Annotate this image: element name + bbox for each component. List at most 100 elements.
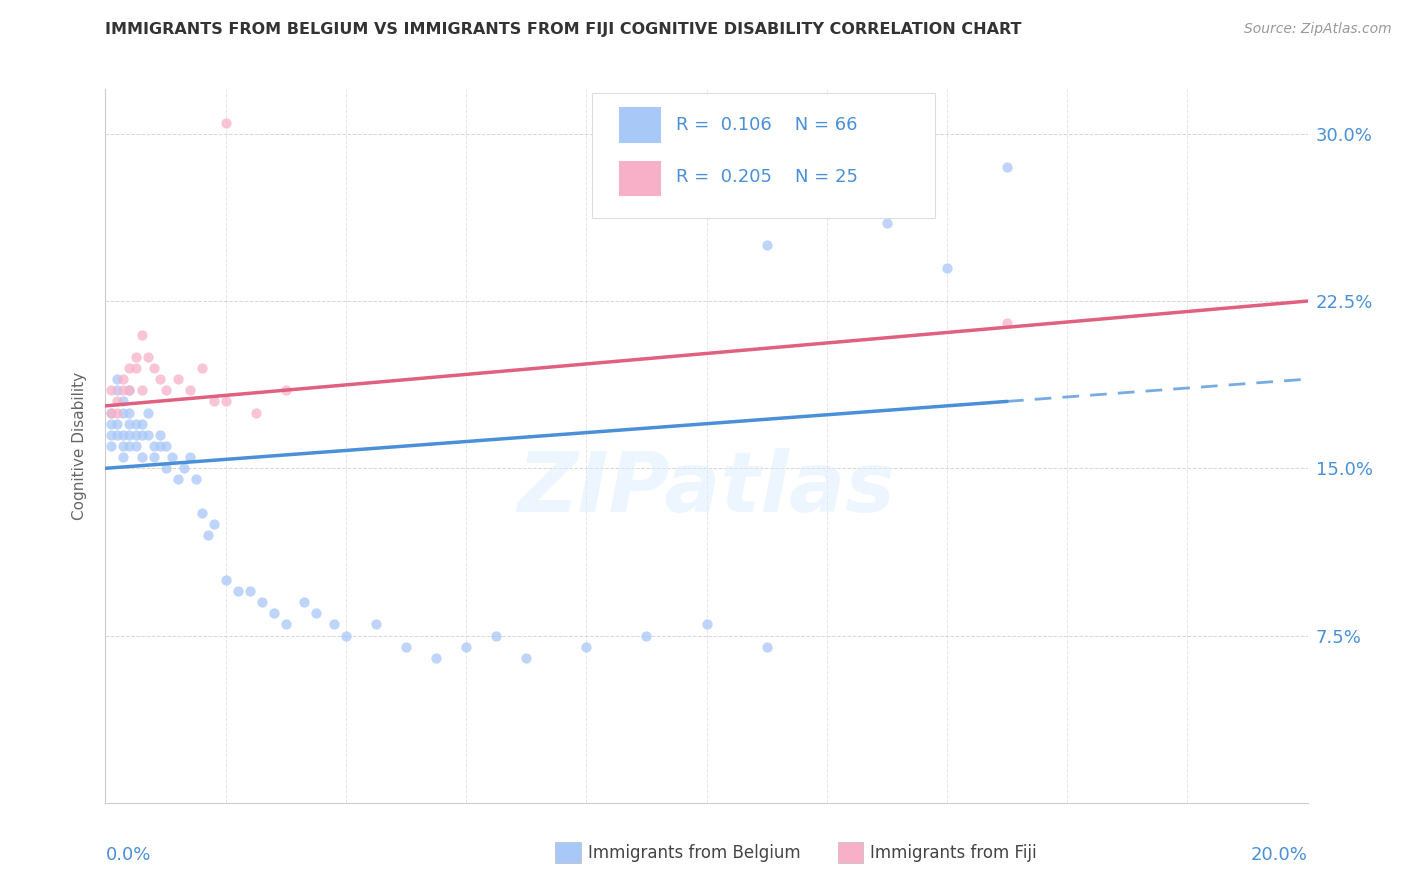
Text: Immigrants from Belgium: Immigrants from Belgium — [588, 844, 800, 862]
Point — [166, 372, 188, 386]
Point — [274, 384, 297, 398]
Point — [118, 417, 141, 431]
Text: IMMIGRANTS FROM BELGIUM VS IMMIGRANTS FROM FIJI COGNITIVE DISABILITY CORRELATION: IMMIGRANTS FROM BELGIUM VS IMMIGRANTS FR… — [105, 22, 1022, 37]
Point — [214, 115, 236, 129]
Point — [454, 640, 477, 654]
Point — [124, 439, 146, 453]
Point — [364, 617, 387, 632]
Point — [239, 583, 262, 598]
Point — [155, 439, 177, 453]
Point — [214, 573, 236, 587]
Point — [107, 394, 129, 409]
Point — [636, 628, 658, 642]
Point — [995, 317, 1018, 331]
Point — [107, 405, 129, 420]
Point — [118, 405, 141, 420]
Text: R =  0.205    N = 25: R = 0.205 N = 25 — [676, 168, 859, 186]
Point — [148, 427, 170, 442]
Point — [136, 405, 159, 420]
Text: Immigrants from Fiji: Immigrants from Fiji — [870, 844, 1038, 862]
Point — [124, 360, 146, 375]
Point — [118, 384, 141, 398]
Text: ZIPatlas: ZIPatlas — [517, 449, 896, 529]
Point — [107, 384, 129, 398]
Point — [124, 350, 146, 364]
Point — [515, 651, 537, 665]
Point — [202, 394, 225, 409]
Point — [136, 350, 159, 364]
Point — [131, 417, 153, 431]
Point — [136, 427, 159, 442]
Point — [250, 595, 273, 609]
Point — [142, 450, 165, 465]
Point — [936, 260, 959, 275]
Point — [124, 427, 146, 442]
Point — [263, 607, 285, 621]
Text: 0.0%: 0.0% — [105, 846, 150, 863]
Point — [118, 360, 141, 375]
Point — [124, 417, 146, 431]
Point — [107, 427, 129, 442]
Point — [142, 439, 165, 453]
Y-axis label: Cognitive Disability: Cognitive Disability — [72, 372, 87, 520]
Point — [100, 405, 122, 420]
Point — [100, 439, 122, 453]
Point — [112, 384, 135, 398]
Point — [197, 528, 219, 542]
Point — [179, 450, 201, 465]
Point — [425, 651, 447, 665]
Point — [485, 628, 508, 642]
Point — [131, 450, 153, 465]
Point — [202, 517, 225, 532]
Point — [179, 384, 201, 398]
Point — [118, 427, 141, 442]
Point — [100, 427, 122, 442]
Point — [395, 640, 418, 654]
Point — [190, 506, 212, 520]
Point — [100, 384, 122, 398]
Point — [112, 394, 135, 409]
Point — [173, 461, 195, 475]
Point — [131, 384, 153, 398]
Point — [112, 372, 135, 386]
Point — [118, 439, 141, 453]
Text: Source: ZipAtlas.com: Source: ZipAtlas.com — [1244, 22, 1392, 37]
Point — [100, 405, 122, 420]
Point — [245, 405, 267, 420]
Point — [107, 417, 129, 431]
Point — [995, 161, 1018, 175]
Point — [112, 439, 135, 453]
Point — [155, 461, 177, 475]
Point — [636, 161, 658, 175]
Point — [322, 617, 344, 632]
Point — [214, 394, 236, 409]
Point — [142, 360, 165, 375]
Point — [226, 583, 249, 598]
Text: 20.0%: 20.0% — [1251, 846, 1308, 863]
FancyBboxPatch shape — [592, 93, 935, 218]
Text: R =  0.106    N = 66: R = 0.106 N = 66 — [676, 116, 858, 134]
Point — [696, 617, 718, 632]
Point — [305, 607, 328, 621]
Point — [184, 473, 207, 487]
Point — [118, 384, 141, 398]
Point — [112, 405, 135, 420]
Bar — [619, 107, 661, 143]
Point — [755, 238, 778, 252]
Point — [335, 628, 357, 642]
Point — [190, 360, 212, 375]
Point — [166, 473, 188, 487]
Point — [100, 417, 122, 431]
Point — [160, 450, 183, 465]
Point — [112, 450, 135, 465]
Point — [755, 640, 778, 654]
Point — [107, 372, 129, 386]
Point — [131, 427, 153, 442]
Point — [148, 372, 170, 386]
Point — [274, 617, 297, 632]
Point — [155, 384, 177, 398]
Point — [131, 327, 153, 342]
Point — [292, 595, 315, 609]
Point — [575, 640, 598, 654]
Point — [876, 216, 898, 230]
